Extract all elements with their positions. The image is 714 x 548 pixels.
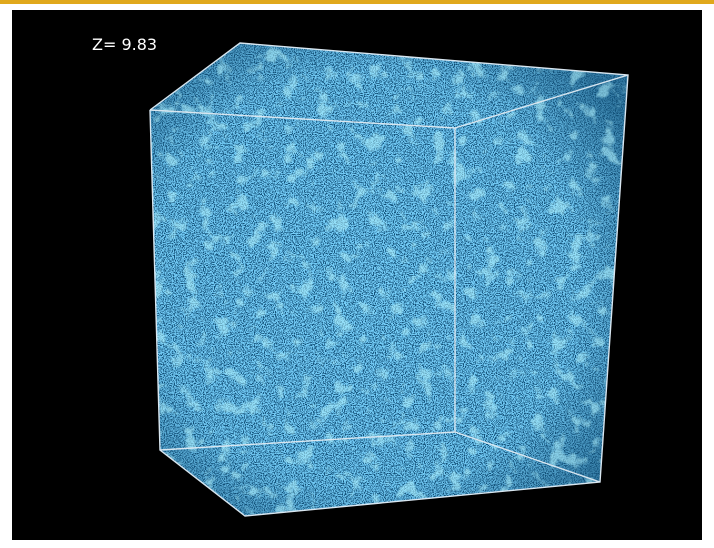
top-accent-bar [0, 0, 714, 4]
particle-field [150, 43, 628, 516]
redshift-label: Z= 9.83 [92, 35, 157, 54]
simulation-frame: Z= 9.83 [12, 10, 702, 540]
simulation-render: Z= 9.83 [12, 10, 702, 540]
cube-edges [149, 42, 629, 517]
